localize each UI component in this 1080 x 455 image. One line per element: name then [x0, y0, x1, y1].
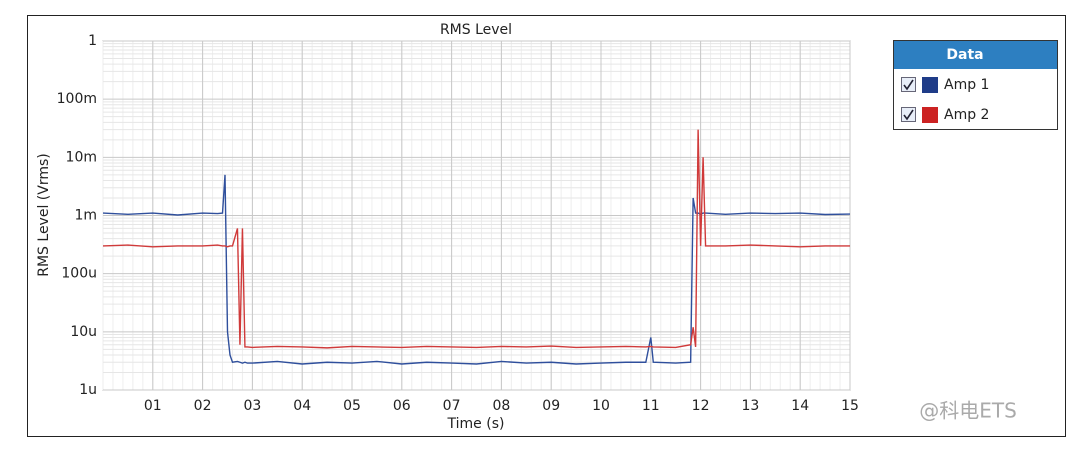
legend-check — [903, 109, 914, 121]
x-tick-label: 10 — [592, 398, 610, 414]
x-tick-label: 03 — [243, 398, 261, 414]
legend-check — [903, 79, 914, 91]
x-tick-label: 06 — [393, 398, 411, 414]
x-tick-label: 07 — [443, 398, 461, 414]
x-tick-label: 09 — [542, 398, 560, 414]
y-tick-label: 100m — [57, 91, 97, 107]
legend-checkbox — [901, 107, 916, 122]
legend-swatch — [922, 107, 938, 123]
legend-title: Data — [946, 47, 983, 63]
chart-title: RMS Level — [440, 22, 512, 38]
x-tick-label: 04 — [293, 398, 311, 414]
x-tick-label: 14 — [791, 398, 809, 414]
x-tick-label: 08 — [492, 398, 510, 414]
x-tick-label: 05 — [343, 398, 361, 414]
x-tick-label: 12 — [692, 398, 710, 414]
legend-label: Amp 2 — [944, 107, 989, 123]
y-tick-label: 1u — [79, 382, 97, 398]
x-tick-label: 15 — [841, 398, 859, 414]
legend: Data — [893, 40, 1058, 130]
legend-label: Amp 1 — [944, 77, 989, 93]
x-tick-label: 01 — [144, 398, 162, 414]
data-line — [102, 129, 850, 349]
x-tick-label: 02 — [194, 398, 212, 414]
x-tick-label: 11 — [642, 398, 660, 414]
y-tick-label: 10m — [66, 149, 97, 165]
y-axis-label: RMS Level (Vrms) — [36, 153, 52, 277]
legend-swatch — [922, 77, 938, 93]
y-tick-label: 1m — [74, 208, 97, 224]
legend-checkbox — [901, 77, 916, 92]
x-tick-label: 13 — [741, 398, 759, 414]
x-axis-label: Time (s) — [447, 416, 505, 432]
y-tick-label: 100u — [61, 266, 97, 282]
y-tick-label: 10u — [70, 324, 97, 340]
legend-header — [894, 41, 1057, 69]
y-tick-label: 1 — [88, 33, 97, 49]
watermark: @科电ETS — [919, 399, 1017, 423]
